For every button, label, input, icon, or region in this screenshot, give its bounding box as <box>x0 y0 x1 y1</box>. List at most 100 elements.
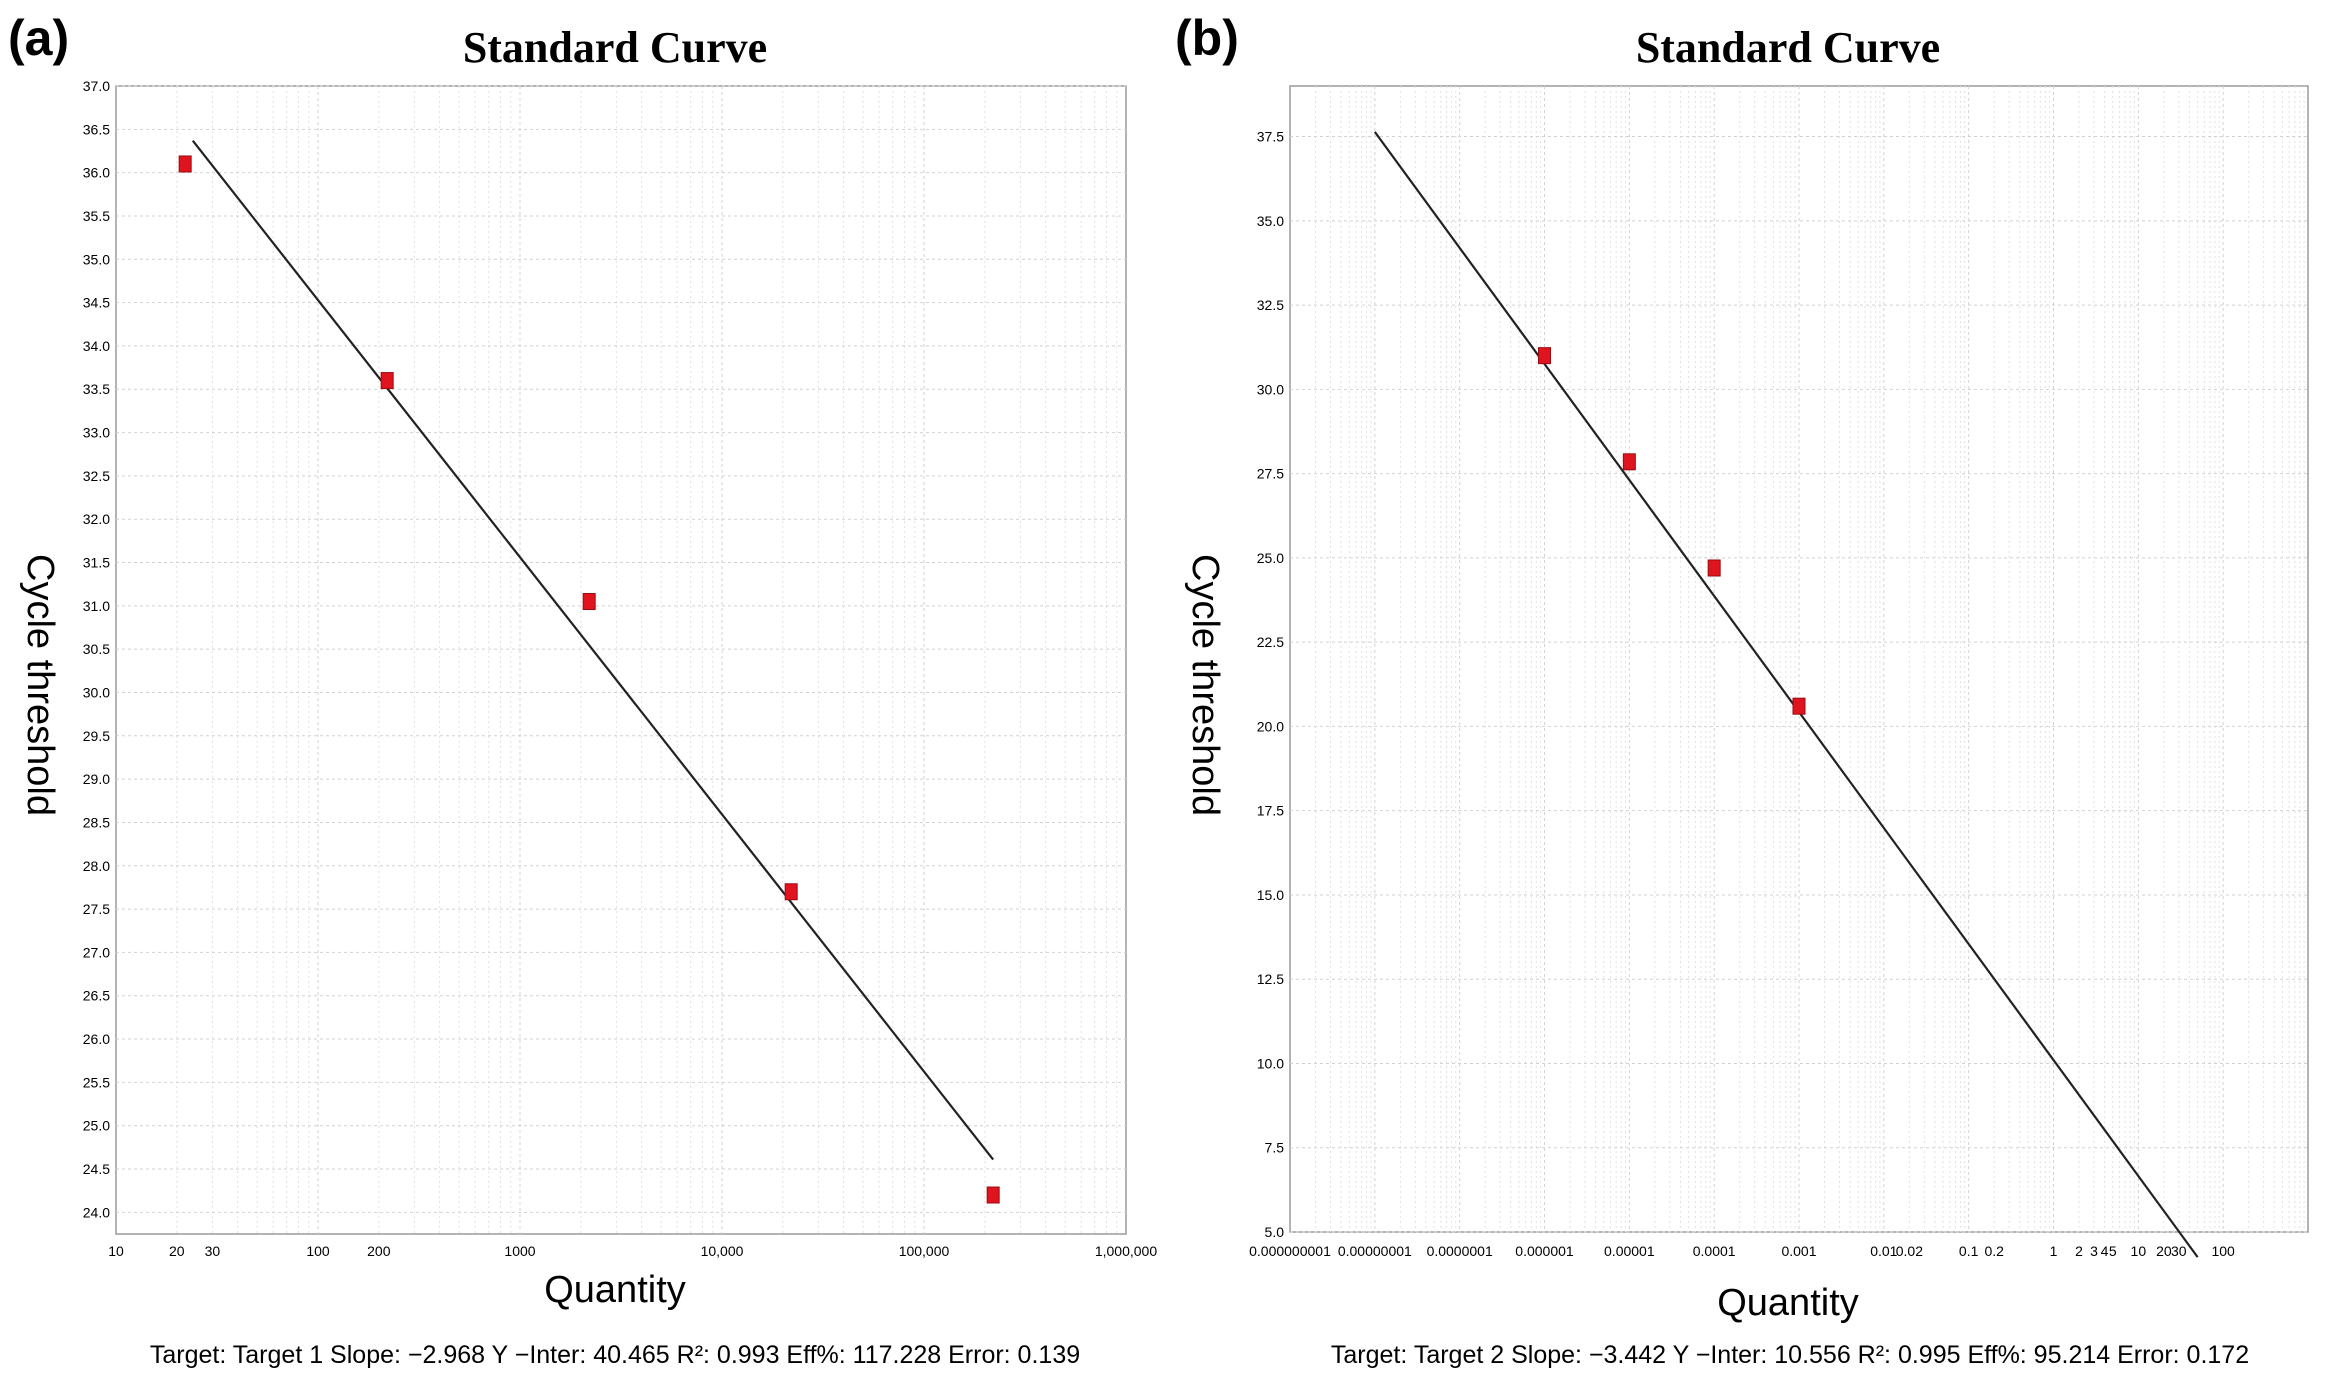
panel-a-fit-line-group <box>191 140 995 1161</box>
fit-line <box>1373 131 2199 1258</box>
fit-line <box>191 140 995 1161</box>
data-point <box>986 1186 1000 1204</box>
x-tick-label: 1000 <box>504 1243 535 1259</box>
y-tick-label: 12.5 <box>1257 971 1284 987</box>
panel-b-fit-line-group <box>1373 131 2199 1258</box>
y-tick-label: 33.5 <box>83 381 110 397</box>
y-tick-label: 24.5 <box>83 1161 110 1177</box>
y-tick-label: 32.5 <box>1257 297 1284 313</box>
x-tick-label: 0.0000001 <box>1427 1243 1493 1259</box>
panel-b-caption: Target: Target 2 Slope: −3.442 Y −Inter:… <box>1331 1341 2249 1369</box>
y-tick-label: 27.0 <box>83 944 110 960</box>
panel-b-y-ticks: 5.0 7.5 10.0 12.5 15.0 17.5 20.0 22.5 25.0 27.5 30… <box>1257 129 1284 1240</box>
x-tick-label: 0.001 <box>1781 1243 1816 1259</box>
y-tick-label: 26.0 <box>83 1031 110 1047</box>
y-tick-label: 34.5 <box>83 295 110 311</box>
y-tick-label: 27.5 <box>83 901 110 917</box>
panel-a-x-axis-label: Quantity <box>544 1269 686 1311</box>
y-tick-label: 15.0 <box>1257 887 1284 903</box>
y-tick-label: 17.5 <box>1257 803 1284 819</box>
panel-a-y-ticks: 24.0 24.5 25.0 25.5 26.0 26.5 27.0 27.5 28.0 28.5… <box>83 78 110 1220</box>
x-tick-label: 100 <box>306 1243 330 1259</box>
x-tick-label: 10 <box>2131 1243 2147 1259</box>
x-tick-label: 1 <box>2050 1243 2058 1259</box>
x-tick-label: 10,000 <box>701 1243 744 1259</box>
x-tick-label: 5 <box>2109 1243 2117 1259</box>
panel-b-points <box>1538 347 1806 715</box>
y-tick-label: 22.5 <box>1257 634 1284 650</box>
panel-a-label: (a) <box>8 10 69 66</box>
x-tick-label: 100 <box>2211 1243 2235 1259</box>
data-point <box>582 593 596 611</box>
y-tick-label: 29.0 <box>83 771 110 787</box>
x-tick-label: 0.000000001 <box>1249 1243 1331 1259</box>
panel-b-title: Standard Curve <box>1636 23 1940 72</box>
panel-b-label: (b) <box>1175 10 1239 66</box>
x-tick-label: 0.00001 <box>1604 1243 1655 1259</box>
x-tick-label: 200 <box>367 1243 391 1259</box>
data-point <box>1622 453 1636 471</box>
y-tick-label: 31.0 <box>83 598 110 614</box>
y-tick-label: 29.5 <box>83 728 110 744</box>
x-tick-label: 0.00000001 <box>1338 1243 1412 1259</box>
y-tick-label: 32.0 <box>83 511 110 527</box>
y-tick-label: 24.0 <box>83 1204 110 1220</box>
y-tick-label: 28.5 <box>83 814 110 830</box>
x-tick-label: 2 <box>2075 1243 2083 1259</box>
y-tick-label: 35.0 <box>83 251 110 267</box>
panel-a-caption: Target: Target 1 Slope: −2.968 Y −Inter:… <box>150 1341 1080 1369</box>
panel-b-x-axis-label: Quantity <box>1717 1282 1859 1324</box>
x-tick-label: 30 <box>2171 1243 2187 1259</box>
panel-a-y-axis-label: Cycle threshold <box>19 554 61 816</box>
y-tick-label: 36.5 <box>83 121 110 137</box>
y-tick-label: 7.5 <box>1265 1140 1285 1156</box>
y-tick-label: 26.5 <box>83 988 110 1004</box>
panel-a-grid <box>116 85 1126 1234</box>
data-point <box>380 372 394 390</box>
y-tick-label: 36.0 <box>83 165 110 181</box>
y-tick-label: 31.5 <box>83 555 110 571</box>
panel-a-x-ticks: 10 20 30 100 200 1000 10,000 100,000 1,000,000 <box>108 1243 1157 1259</box>
x-tick-label: 0.000001 <box>1515 1243 1574 1259</box>
data-point <box>1792 697 1806 715</box>
x-tick-label: 4 <box>2101 1243 2109 1259</box>
y-tick-label: 27.5 <box>1257 466 1284 482</box>
panel-b: (b) Standard Curve 5.0 7.5 10.0 12.5 15.0 17.… <box>1175 10 2309 1369</box>
x-tick-label: 0.1 <box>1959 1243 1979 1259</box>
y-tick-label: 35.0 <box>1257 213 1284 229</box>
y-tick-label: 20.0 <box>1257 718 1284 734</box>
data-point <box>1538 347 1551 365</box>
x-tick-label: 0.02 <box>1896 1243 1923 1259</box>
data-point <box>784 883 798 901</box>
y-tick-label: 30.5 <box>83 641 110 657</box>
panel-a: (a) Standard Curve 24.024.525.025.526.02… <box>8 10 1157 1369</box>
x-tick-label: 10 <box>108 1243 124 1259</box>
x-tick-label: 20 <box>2156 1243 2172 1259</box>
x-tick-label: 0.01 <box>1870 1243 1897 1259</box>
y-tick-label: 10.0 <box>1257 1055 1284 1071</box>
y-tick-label: 5.0 <box>1265 1224 1285 1240</box>
panel-b-x-ticks: 0.000000001 0.00000001 0.0000001 0.000001 0.… <box>1249 1243 2235 1259</box>
y-tick-label: 25.0 <box>1257 550 1284 566</box>
y-tick-label: 33.0 <box>83 425 110 441</box>
panel-a-plot-frame <box>115 85 1127 1235</box>
y-tick-label: 32.5 <box>83 468 110 484</box>
x-tick-label: 20 <box>169 1243 185 1259</box>
panel-b-grid <box>1290 86 2308 1233</box>
x-tick-label: 0.2 <box>1984 1243 2004 1259</box>
x-tick-label: 0.0001 <box>1693 1243 1736 1259</box>
data-point <box>178 155 192 173</box>
y-tick-label: 25.0 <box>83 1118 110 1134</box>
y-tick-label: 37.0 <box>83 78 110 94</box>
y-tick-label: 28.0 <box>83 858 110 874</box>
panel-b-y-axis-label: Cycle threshold <box>1184 554 1226 816</box>
y-tick-label: 30.0 <box>1257 381 1284 397</box>
y-tick-label: 25.5 <box>83 1074 110 1090</box>
panel-a-points <box>178 155 1000 1204</box>
x-tick-label: 100,000 <box>899 1243 950 1259</box>
panel-a-title: Standard Curve <box>463 23 767 72</box>
y-tick-label: 37.5 <box>1257 129 1284 145</box>
y-tick-label: 30.0 <box>83 684 110 700</box>
y-tick-label: 34.0 <box>83 338 110 354</box>
